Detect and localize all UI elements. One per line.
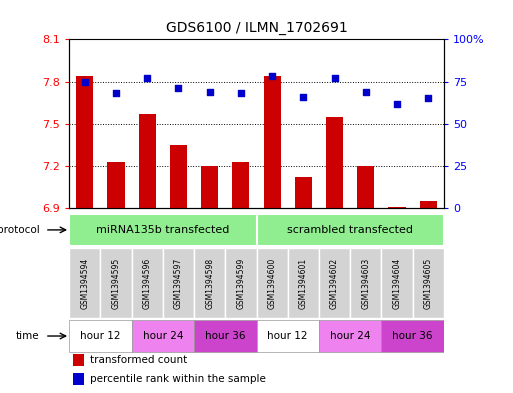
Text: GSM1394599: GSM1394599 bbox=[236, 257, 245, 309]
Text: GSM1394603: GSM1394603 bbox=[361, 257, 370, 309]
Bar bbox=[381, 320, 444, 352]
Bar bbox=[101, 248, 132, 318]
Title: GDS6100 / ILMN_1702691: GDS6100 / ILMN_1702691 bbox=[166, 22, 347, 35]
Bar bbox=[256, 248, 288, 318]
Text: time: time bbox=[16, 331, 40, 341]
Bar bbox=[381, 248, 412, 318]
Bar bbox=[76, 76, 93, 208]
Point bbox=[362, 88, 370, 95]
Point bbox=[393, 100, 401, 107]
Point bbox=[424, 95, 432, 101]
Text: hour 24: hour 24 bbox=[330, 331, 370, 341]
Bar bbox=[201, 166, 218, 208]
Bar bbox=[319, 248, 350, 318]
Bar bbox=[132, 248, 163, 318]
Bar bbox=[139, 114, 156, 208]
Text: transformed count: transformed count bbox=[90, 355, 187, 365]
Text: hour 24: hour 24 bbox=[143, 331, 183, 341]
Bar bbox=[69, 320, 132, 352]
Text: GSM1394598: GSM1394598 bbox=[205, 257, 214, 309]
Bar bbox=[288, 248, 319, 318]
Bar bbox=[264, 76, 281, 208]
Text: GSM1394605: GSM1394605 bbox=[424, 257, 432, 309]
Bar bbox=[170, 145, 187, 208]
Bar bbox=[256, 320, 319, 352]
Text: hour 12: hour 12 bbox=[80, 331, 121, 341]
Text: GSM1394595: GSM1394595 bbox=[111, 257, 121, 309]
Text: hour 36: hour 36 bbox=[205, 331, 246, 341]
Bar bbox=[69, 248, 101, 318]
Text: GSM1394597: GSM1394597 bbox=[174, 257, 183, 309]
Text: miRNA135b transfected: miRNA135b transfected bbox=[96, 225, 229, 235]
Text: scrambled transfected: scrambled transfected bbox=[287, 225, 413, 235]
Point bbox=[81, 78, 89, 84]
Bar bbox=[73, 373, 84, 385]
Bar bbox=[388, 207, 405, 208]
Point bbox=[299, 94, 307, 100]
Bar bbox=[256, 214, 444, 246]
Bar bbox=[69, 214, 256, 246]
Point bbox=[112, 90, 120, 97]
Point bbox=[143, 75, 151, 81]
Bar bbox=[412, 248, 444, 318]
Text: GSM1394594: GSM1394594 bbox=[81, 257, 89, 309]
Text: GSM1394600: GSM1394600 bbox=[268, 257, 277, 309]
Text: percentile rank within the sample: percentile rank within the sample bbox=[90, 374, 266, 384]
Bar bbox=[194, 320, 256, 352]
Bar bbox=[357, 166, 374, 208]
Bar bbox=[194, 248, 225, 318]
Text: GSM1394604: GSM1394604 bbox=[392, 257, 402, 309]
Text: protocol: protocol bbox=[0, 225, 40, 235]
Bar bbox=[108, 162, 125, 208]
Point bbox=[206, 88, 214, 95]
Bar bbox=[350, 248, 381, 318]
Bar bbox=[225, 248, 256, 318]
Point bbox=[174, 85, 183, 92]
Bar bbox=[73, 354, 84, 366]
Bar bbox=[420, 201, 437, 208]
Point bbox=[237, 90, 245, 97]
Text: hour 36: hour 36 bbox=[392, 331, 433, 341]
Point bbox=[268, 73, 276, 80]
Text: GSM1394596: GSM1394596 bbox=[143, 257, 152, 309]
Point bbox=[330, 75, 339, 81]
Bar bbox=[326, 117, 343, 208]
Text: hour 12: hour 12 bbox=[267, 331, 308, 341]
Bar bbox=[319, 320, 381, 352]
Text: GSM1394601: GSM1394601 bbox=[299, 257, 308, 309]
Bar bbox=[132, 320, 194, 352]
Bar bbox=[295, 177, 312, 208]
Text: GSM1394602: GSM1394602 bbox=[330, 257, 339, 309]
Bar bbox=[232, 162, 249, 208]
Bar bbox=[163, 248, 194, 318]
